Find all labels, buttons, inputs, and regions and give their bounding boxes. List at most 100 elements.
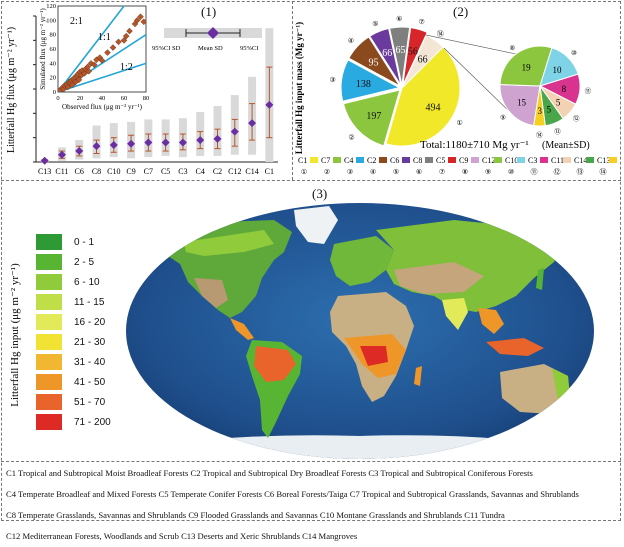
pie-legend-index: ⑦	[439, 168, 445, 176]
asia-desert	[394, 262, 484, 294]
inset-ytick: 0	[53, 89, 56, 96]
pie-legend-label: C13	[597, 156, 610, 165]
footnote-item: C13 Deserts and Xeric Shrublands	[181, 531, 303, 541]
pie-legend-label: C12	[482, 156, 495, 165]
footnote-item: C6 Boreal Forests/Taiga	[264, 489, 350, 499]
north-america-desert	[194, 278, 228, 308]
panel-divider-horizontal	[1, 180, 621, 181]
pie-legend-index: ⑬	[577, 168, 584, 176]
footnote-item: C14 Mangroves	[302, 531, 358, 541]
panel-1-chart: Litterfall Hg flux (μg m⁻² yr⁻¹) C13 C11 C…	[6, 3, 278, 176]
map-legend-label: 6 - 10	[74, 276, 100, 288]
inset-point	[75, 76, 83, 84]
map-legend-label: 2 - 5	[74, 256, 95, 268]
map-legend-row: 16 - 20	[36, 312, 111, 332]
map-legend-label: 16 - 20	[74, 316, 106, 328]
inset-point	[126, 27, 133, 35]
subpie-slice-c9	[499, 84, 541, 127]
inset-point	[104, 49, 111, 56]
pie-value-label: 66	[418, 55, 428, 66]
p1-category-label: C7	[144, 167, 153, 176]
footnote-item: C12 Mediterranean Forests, Woodlands and…	[6, 531, 182, 541]
map-legend-label: 0 - 1	[74, 236, 95, 248]
pie-circled-index: ③	[329, 76, 335, 84]
pie-connector	[425, 34, 517, 55]
inset-point	[109, 44, 117, 51]
inset-label-2-1: 2:1	[70, 16, 83, 27]
map-legend-label: 11 - 15	[74, 296, 105, 308]
p1-category-label: C10	[107, 167, 120, 176]
footnote-item: C2 Tropical and Subtropical Dry Broadlea…	[190, 468, 369, 478]
pie-value-label: 65	[395, 45, 405, 56]
pie-legend-swatch	[609, 157, 617, 163]
inset-xlabel: Observed flux (μg m⁻² yr⁻¹)	[62, 103, 143, 111]
pie-slice-c7	[342, 89, 401, 147]
p1-category-label: C8	[92, 167, 101, 176]
p1-mean-marker	[161, 138, 170, 147]
subpie-circled-index: ⑧	[509, 44, 515, 52]
europe	[330, 236, 394, 286]
pie-legend-index: ③	[347, 168, 353, 176]
map-ylabel-text: Litterfall Hg input (μg m⁻² yr⁻¹)	[9, 263, 21, 407]
footnote: C1 Tropical and Subtropical Moist Broadl…	[6, 463, 618, 547]
p1-category-label: C9	[126, 167, 135, 176]
pie-legend-swatch	[402, 157, 410, 163]
footnote-item: C4 Temperate Broadleaf and Mixed Forests	[6, 489, 159, 499]
inset-ytick: 60	[50, 46, 57, 53]
southeast-asia	[478, 308, 504, 334]
pie-circled-index: ⑤	[372, 20, 378, 28]
pie-legend-label: C8	[413, 156, 422, 165]
pie-legend-label: C7	[321, 156, 330, 165]
pie-value-label: 56	[408, 47, 418, 58]
map-legend-label: 21 - 30	[74, 336, 106, 348]
pie-legend-label: C1	[298, 156, 307, 165]
subpie-circled-index: ⑨	[500, 114, 506, 122]
footnote-item: C7 Tropical and Subtropical Grasslands, …	[349, 489, 579, 499]
amazon	[254, 346, 296, 382]
map-ylabel: Litterfall Hg input (μg m⁻² yr⁻¹)	[0, 240, 28, 430]
p1-legend-label-center: Mean SD	[198, 45, 223, 52]
inset-ratio-line	[58, 6, 126, 92]
map-legend-row: 11 - 15	[36, 292, 111, 312]
footnote-item: C9 Flooded Grasslands and Savannas	[188, 510, 320, 520]
congo	[360, 346, 388, 366]
subpie-value-label: 3	[537, 106, 542, 116]
subpie-value-label: 10	[552, 65, 562, 75]
footnote-item: C3 Tropical and Subtropical Coniferous F…	[368, 468, 533, 478]
pie-slice-c2	[348, 36, 402, 88]
map-legend-swatch	[36, 274, 62, 290]
pie-legend-label: C2	[367, 156, 376, 165]
pie-value-label: 138	[356, 79, 371, 90]
figure-frame	[1, 1, 621, 521]
inset-label-1-1: 1:1	[98, 32, 111, 43]
pie-value-label: 66	[382, 48, 392, 59]
p1-category-label: C6	[75, 167, 84, 176]
map-legend-swatch	[36, 254, 62, 270]
p1-category-label: C3	[178, 167, 187, 176]
subpie-circled-index: ⑭	[536, 131, 543, 139]
p1-mean-marker	[213, 134, 222, 143]
p1-mean-marker	[144, 138, 153, 147]
map-legend-swatch	[36, 374, 62, 390]
map-legend-swatch	[36, 334, 62, 350]
p1-mean-marker	[248, 119, 257, 128]
p1-mean-marker	[109, 140, 118, 149]
pie-legend-index: ⑫	[554, 168, 561, 176]
antarctica	[134, 435, 586, 459]
pie-legend-swatch	[471, 157, 479, 163]
inset-label-1-2: 1:2	[120, 62, 133, 73]
inset-ytick: 120	[46, 3, 56, 10]
p1-mean-marker	[40, 156, 49, 165]
p2-ylabel: Litterfall Hg input mass (Mg yr⁻¹)	[294, 22, 304, 154]
p1-category-label: C11	[55, 167, 68, 176]
pie-legend-label: C5	[436, 156, 445, 165]
japan	[536, 268, 544, 290]
panel-divider-vertical	[292, 1, 293, 180]
madagascar	[414, 366, 422, 386]
map-legend-label: 41 - 50	[74, 376, 106, 388]
pie-connector	[443, 47, 517, 119]
panel-label-3: (3)	[312, 186, 328, 201]
inset-ytick: 80	[50, 32, 57, 39]
pie-slice-c5	[402, 27, 428, 86]
pie-legend-label: C11	[551, 156, 564, 165]
